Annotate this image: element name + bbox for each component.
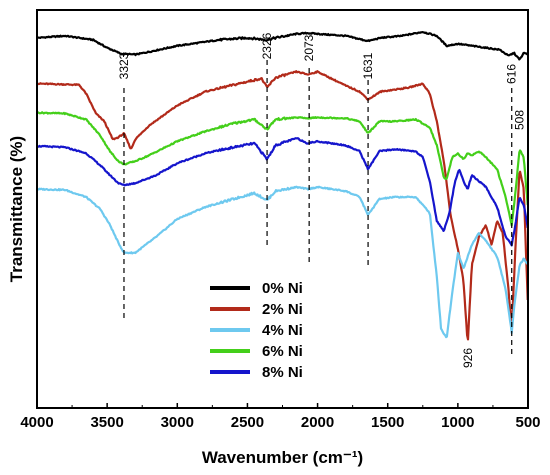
annotation-label-3323: 3323 [117,52,131,79]
x-axis-label: Wavenumber (cm⁻¹) [202,448,363,467]
x-tick-label: 500 [515,414,540,431]
x-tick-label: 3000 [161,414,194,431]
legend-label-6pct-ni: 6% Ni [262,343,303,360]
legend: 0% Ni 2% Ni 4% Ni 6% Ni 8% Ni [210,280,303,381]
x-tick-label: 1000 [441,414,474,431]
annotation-layer: 3323 2326 2073 1631 616 508 926 [117,32,527,368]
series-line-0pct-ni [36,31,529,61]
annotation-label-2326: 2326 [260,32,274,59]
x-tick-label: 4000 [20,414,53,431]
annotation-label-508: 508 [513,110,527,130]
x-tick-label: 2500 [231,414,264,431]
x-tick-label: 2000 [301,414,334,431]
legend-label-4pct-ni: 4% Ni [262,322,303,339]
x-tick-label: 3500 [90,414,123,431]
annotation-label-926: 926 [461,348,475,368]
legend-label-8pct-ni: 8% Ni [262,364,303,381]
annotation-label-1631: 1631 [361,52,375,79]
series-layer [36,31,529,341]
legend-label-2pct-ni: 2% Ni [262,301,303,318]
x-tick-label: 1500 [371,414,404,431]
legend-label-0pct-ni: 0% Ni [262,280,303,297]
annotation-label-2073: 2073 [302,34,316,61]
series-line-8pct-ni [36,137,529,247]
series-line-6pct-ni [36,111,529,227]
series-line-2pct-ni [36,70,529,341]
y-axis-label: Transmittance (%) [7,136,26,282]
series-line-4pct-ni [36,185,529,339]
annotation-label-616: 616 [505,64,519,84]
x-axis-ticks: 4000 3500 3000 2500 2000 1500 1000 500 [20,403,541,431]
